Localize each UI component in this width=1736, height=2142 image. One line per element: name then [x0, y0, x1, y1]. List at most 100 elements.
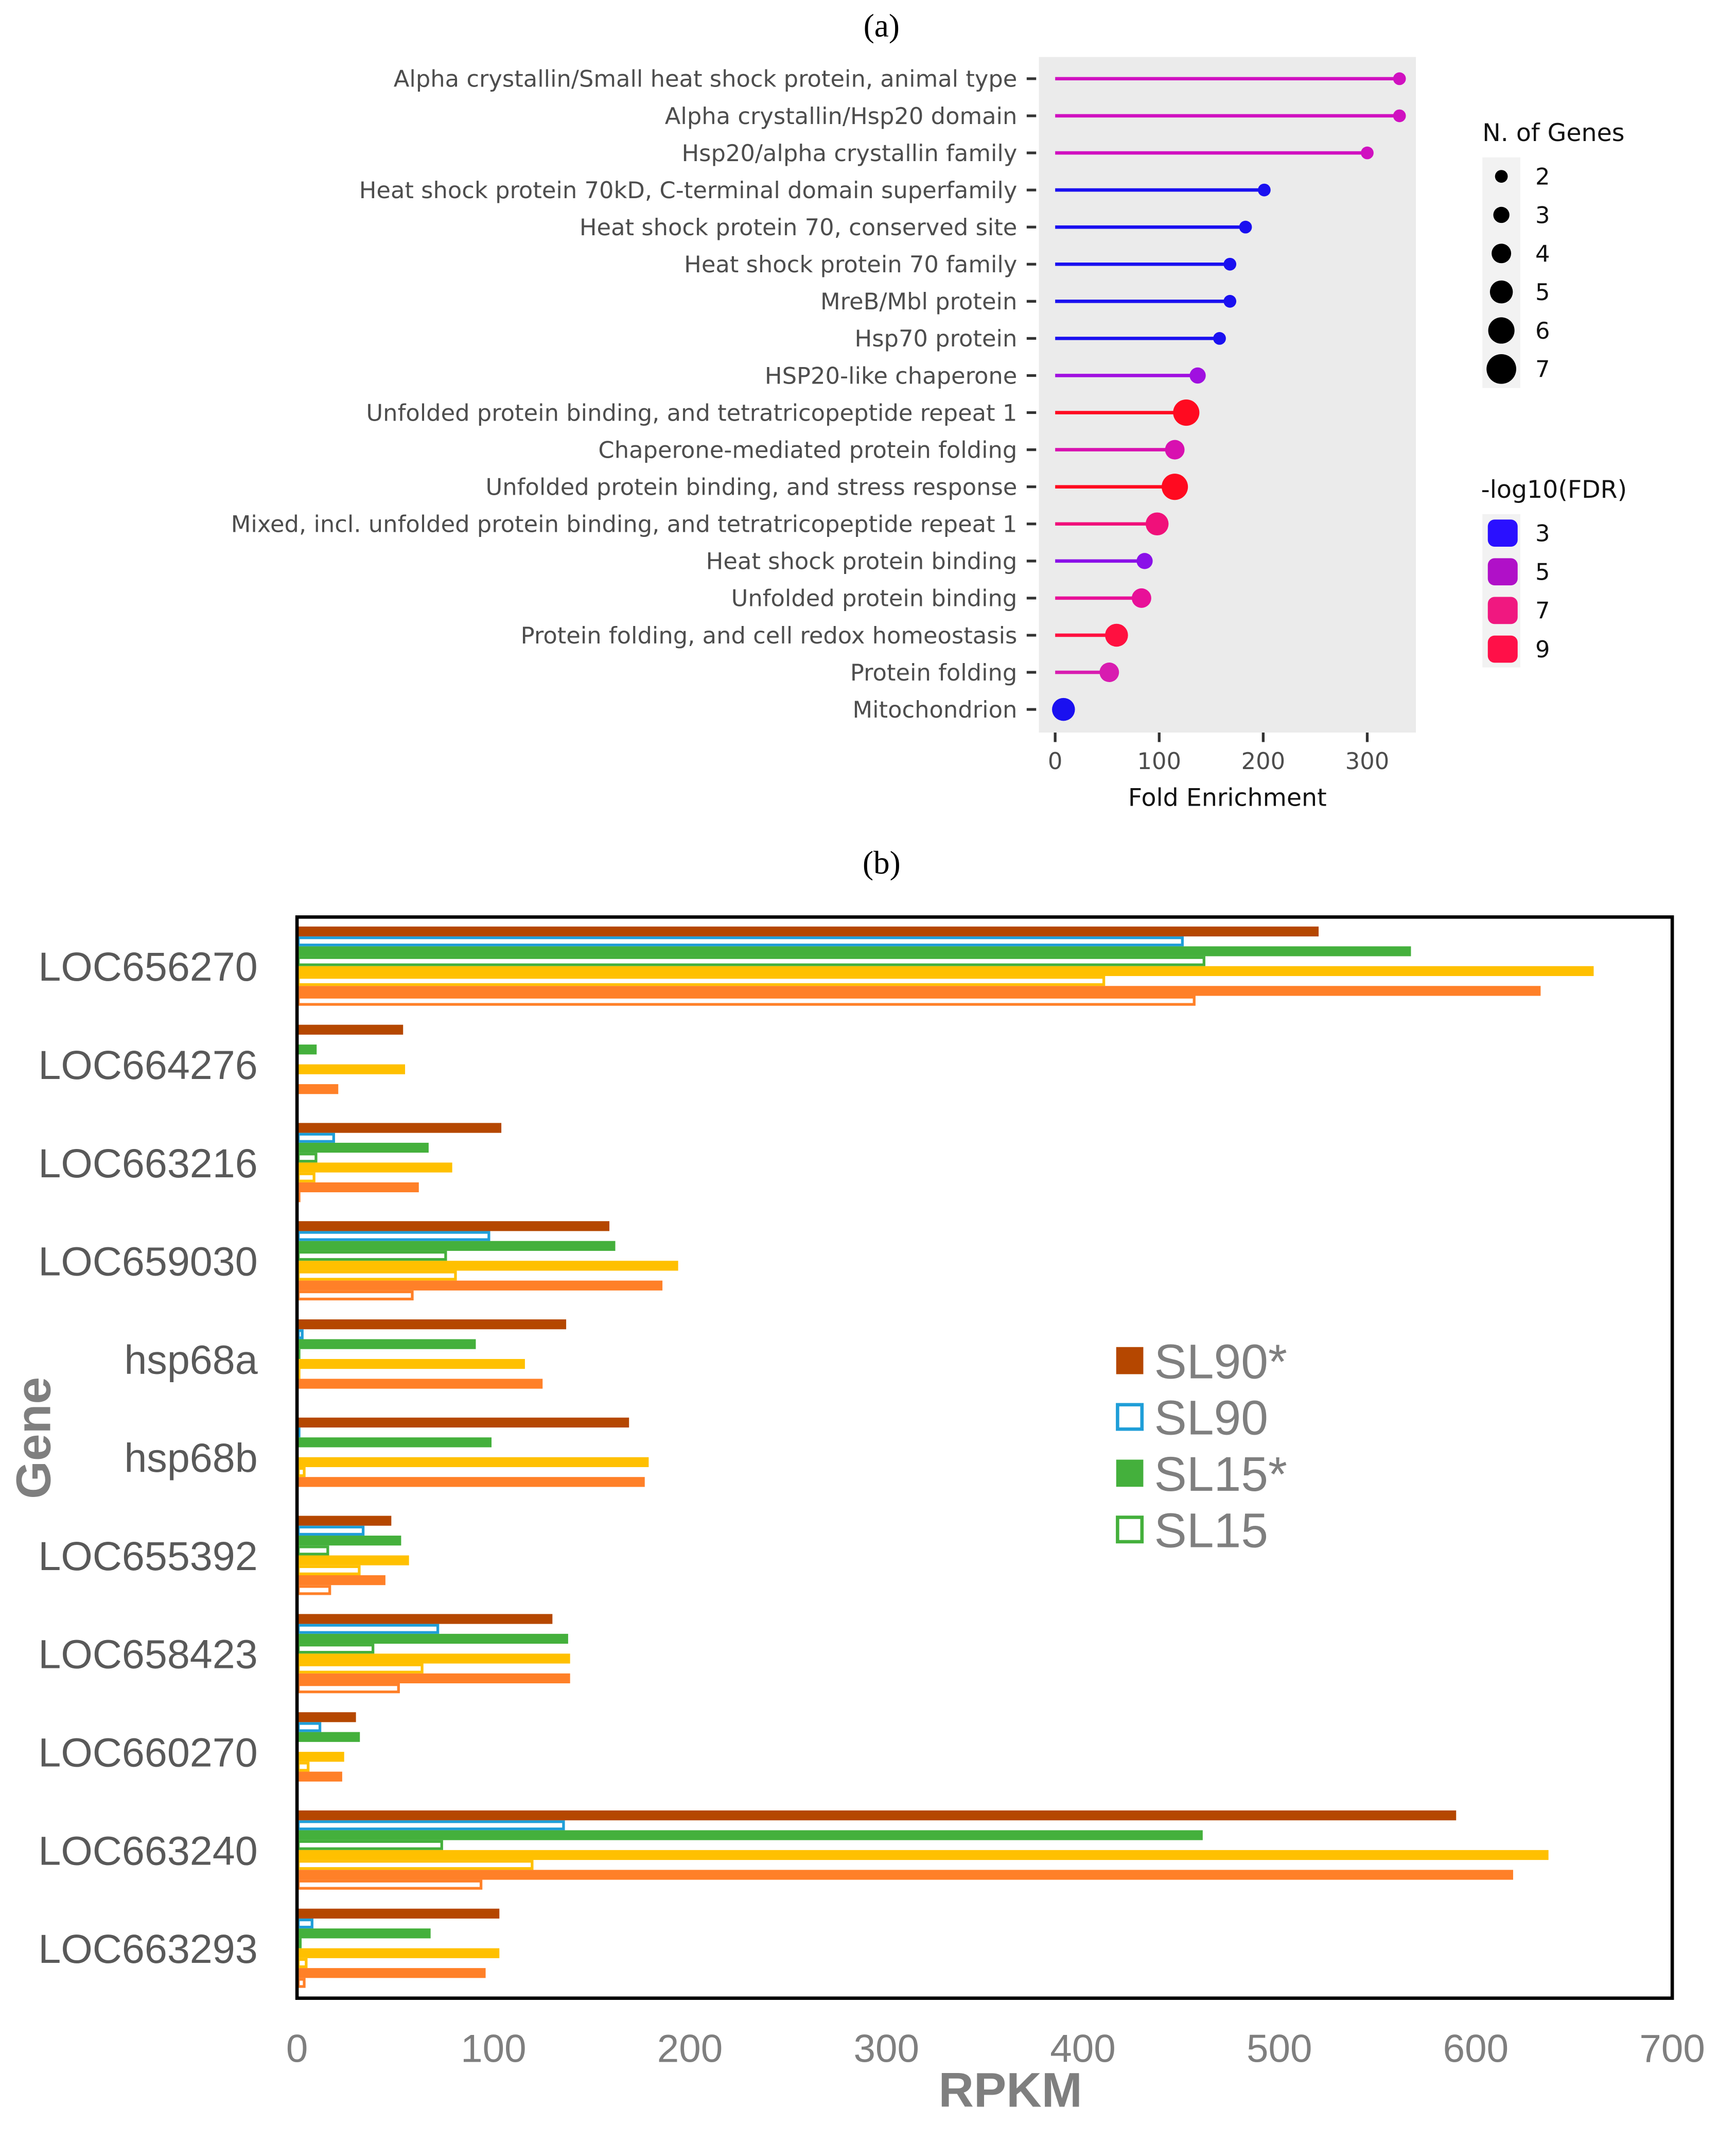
category-label: Mitochondrion: [852, 696, 1017, 723]
bar: [297, 966, 1594, 977]
panel-b-chart: LOC656270 LOC664276 LOC663216 LOC659030 hsp6…: [38, 926, 1705, 2070]
size-legend-key-background: [1482, 157, 1521, 388]
lollipop-point: [1105, 623, 1128, 647]
lollipop-point: [1099, 663, 1119, 683]
bar: [297, 1752, 344, 1762]
lollipop-point: [1131, 588, 1151, 608]
color-legend-label: 7: [1535, 597, 1550, 624]
bar-outline: [297, 1624, 440, 1634]
bar-outline: [297, 1133, 335, 1143]
gene-label: LOC663293: [38, 1926, 257, 1972]
size-legend-dot: [1495, 170, 1508, 183]
bar-outline: [297, 1722, 322, 1732]
bar-outline: [297, 1820, 565, 1831]
bar: [297, 986, 1541, 996]
category-label: Heat shock protein 70 family: [684, 251, 1017, 278]
color-legend-label: 5: [1535, 559, 1550, 586]
x-tick-label: 400: [1050, 2027, 1115, 2070]
x-tick-label: 500: [1247, 2027, 1312, 2070]
bar: [297, 1555, 409, 1565]
bar: [297, 1359, 525, 1369]
bar-outline: [297, 1172, 315, 1182]
color-legend-label: 9: [1535, 636, 1550, 663]
x-tick-label: 300: [1345, 747, 1389, 775]
bar: [297, 1948, 500, 1958]
x-tick-label: 100: [461, 2027, 526, 2070]
bar: [297, 1182, 419, 1193]
bar-outline: [297, 956, 1205, 966]
lollipop-point: [1361, 146, 1374, 160]
bar: [297, 1457, 649, 1467]
legend-swatch: [1116, 1459, 1144, 1487]
x-tick-label: 200: [1241, 747, 1285, 775]
category-label: HSP20-like chaperone: [765, 362, 1017, 389]
category-label: Unfolded protein binding, and tetratrico…: [366, 399, 1017, 426]
category-label: Unfolded protein binding, and stress res…: [486, 473, 1018, 500]
x-tick-label: 700: [1639, 2027, 1705, 2070]
legend-label: SL15: [1154, 1503, 1269, 1558]
bar: [297, 1908, 500, 1919]
panel-a-label: (a): [864, 8, 900, 44]
legend-label: SL15*: [1154, 1447, 1287, 1502]
x-tick-label: 0: [1048, 747, 1063, 775]
legend-label: SL90: [1154, 1391, 1269, 1446]
size-legend-label: 6: [1535, 317, 1550, 344]
bar: [297, 1732, 360, 1742]
bar-outline: [297, 1683, 400, 1694]
x-tick-label: 200: [657, 2027, 723, 2070]
gene-label: hsp68a: [124, 1336, 257, 1382]
bar: [297, 1044, 317, 1055]
bar: [297, 1084, 339, 1094]
bar: [297, 1928, 431, 1939]
bar-outline: [297, 1467, 306, 1477]
color-legend-swatch: [1487, 519, 1518, 547]
bar: [297, 1771, 342, 1782]
lollipop-point: [1136, 553, 1153, 569]
lollipop-point: [1258, 183, 1271, 197]
bar: [297, 1633, 568, 1644]
bar-outline: [297, 976, 1106, 986]
bar-outline: [297, 1918, 313, 1929]
bar: [297, 1280, 663, 1291]
lollipop-point: [1145, 512, 1169, 536]
size-legend-dot: [1493, 206, 1510, 223]
bar-outline: [297, 1762, 310, 1772]
bar: [297, 1712, 356, 1722]
bar-outline: [297, 1958, 308, 1969]
bar-outline: [297, 1525, 365, 1536]
color-legend-title: -log10(FDR): [1481, 476, 1627, 504]
category-label: Heat shock protein 70, conserved site: [580, 214, 1018, 241]
bar-outline: [297, 1545, 329, 1556]
bar-outline: [297, 1840, 443, 1850]
bar: [297, 1241, 616, 1251]
size-legend-dot: [1488, 317, 1515, 344]
size-legend-dot: [1486, 354, 1516, 384]
size-legend-label: 3: [1535, 201, 1550, 229]
bar: [297, 1536, 401, 1546]
bar-outline: [297, 1153, 318, 1163]
bar: [297, 1379, 543, 1389]
category-label: Protein folding: [850, 659, 1017, 686]
bar: [297, 1221, 610, 1231]
bar: [297, 1477, 645, 1487]
category-label: Heat shock protein 70kD, C-terminal doma…: [359, 177, 1018, 204]
gene-label: hsp68b: [124, 1435, 257, 1481]
gene-label: LOC663240: [38, 1827, 257, 1873]
bar-outline: [297, 1329, 304, 1339]
legend-swatch: [1116, 1403, 1144, 1431]
category-label: Hsp20/alpha crystallin family: [681, 140, 1017, 167]
legend-label: SL90*: [1154, 1334, 1287, 1389]
bar-outline: [297, 936, 1184, 947]
bar-outline: [297, 1663, 424, 1674]
panel-a-x-axis-title: Fold Enrichment: [1128, 783, 1327, 812]
x-tick-label: 600: [1443, 2027, 1509, 2070]
size-legend-dot: [1492, 243, 1512, 264]
bar: [297, 1142, 429, 1153]
bar: [297, 1162, 452, 1173]
bar-outline: [297, 996, 1196, 1006]
panel-b-y-axis-title: Gene: [7, 1377, 61, 1499]
bar-outline: [297, 1978, 306, 1988]
size-legend-label: 4: [1535, 240, 1550, 267]
bar-outline: [297, 1290, 414, 1301]
